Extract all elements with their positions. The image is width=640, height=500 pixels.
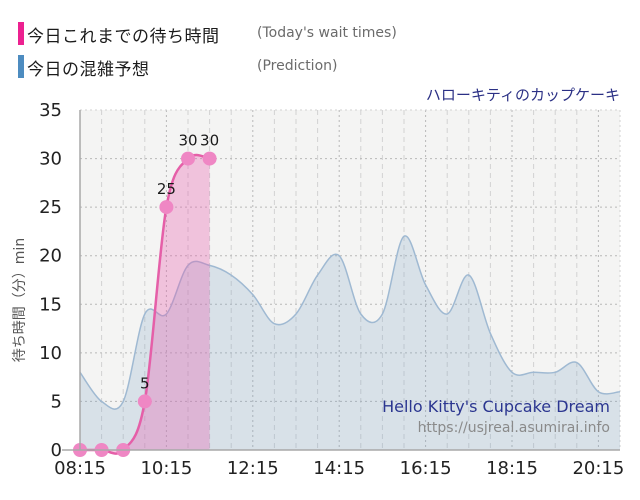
actual-area: [80, 155, 210, 454]
prediction-area: [80, 235, 620, 450]
point-value-label: 5: [140, 374, 150, 392]
prediction-series-swatch: [18, 55, 24, 78]
x-tick-label: 18:15: [486, 458, 538, 479]
plot-background: [80, 110, 620, 450]
watermark-attraction-name: Hello Kitty's Cupcake Dream: [382, 397, 610, 416]
y-tick-label: 5: [51, 391, 62, 412]
watermark-url: https://usjreal.asumirai.info: [417, 420, 610, 436]
x-tick-label: 12:15: [227, 458, 279, 479]
attraction-title: ハローキティのカップケーキ: [425, 86, 620, 104]
y-tick-label: 35: [39, 100, 62, 121]
legend: 今日これまでの待ち時間 (Today's wait times) 今日の混雑予想…: [18, 18, 458, 84]
y-axis-title: 待ち時間（分）min: [12, 238, 28, 362]
legend-label-prediction-en: (Prediction): [257, 58, 338, 74]
point-value-label: 30: [178, 132, 197, 150]
x-tick-label: 20:15: [572, 458, 624, 479]
prediction-series: [79, 235, 621, 450]
y-tick-label: 25: [39, 197, 62, 218]
legend-label-today-jp: 今日これまでの待ち時間: [27, 27, 220, 47]
y-tick-label: 10: [39, 343, 62, 364]
y-tick-label: 0: [51, 440, 62, 461]
actual-data-point: [159, 200, 174, 215]
legend-item-today: 今日これまでの待ち時間 (Today's wait times): [18, 18, 458, 51]
actual-data-point: [181, 151, 195, 166]
x-tick-label: 16:15: [400, 458, 452, 479]
y-tick-label: 20: [39, 246, 62, 267]
legend-label-prediction-jp: 今日の混雑予想: [27, 60, 150, 80]
prediction-line: [79, 235, 621, 410]
watermark: Hello Kitty's Cupcake Dream https://usjr…: [382, 397, 610, 436]
point-value-label: 30: [200, 132, 219, 150]
y-tick-label: 15: [39, 294, 62, 315]
legend-label-today-en: (Today's wait times): [257, 25, 397, 41]
y-tick-label: 30: [39, 149, 62, 170]
point-value-label: 25: [157, 180, 176, 198]
x-tick-label: 14:15: [313, 458, 365, 479]
actual-data-point: [202, 151, 217, 166]
legend-item-prediction: 今日の混雑予想 (Prediction): [18, 51, 458, 84]
x-tick-label: 08:15: [54, 458, 106, 479]
today-series-swatch: [18, 22, 24, 45]
x-tick-label: 10:15: [140, 458, 192, 479]
actual-data-point: [137, 394, 152, 409]
